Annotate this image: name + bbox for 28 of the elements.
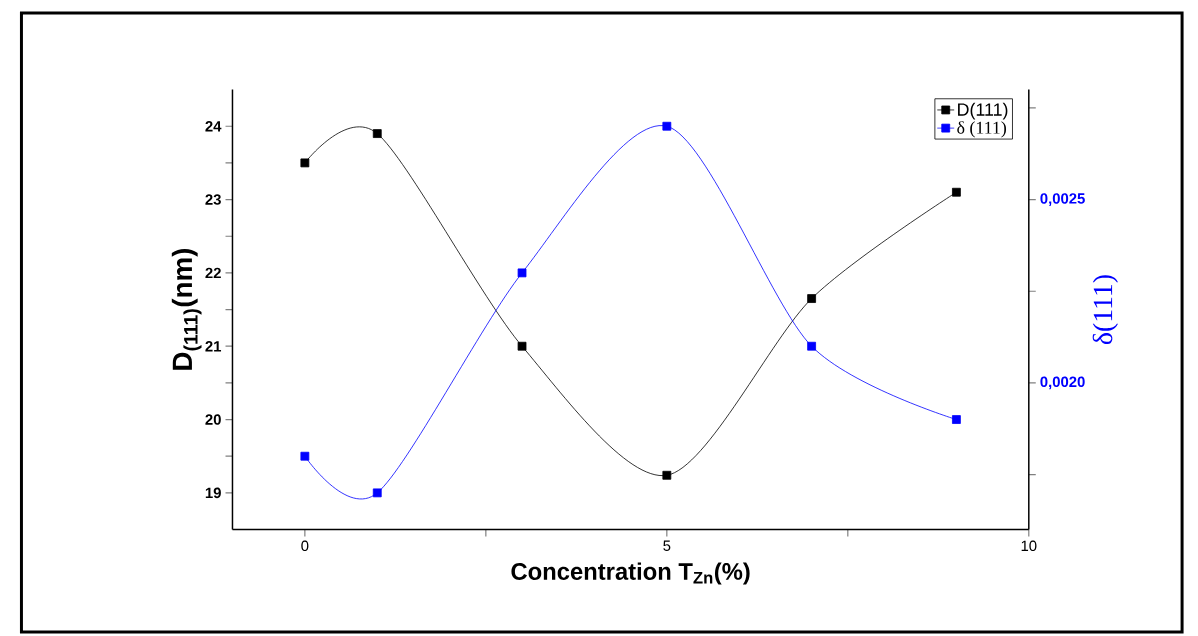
point [952,415,961,424]
point [952,187,961,197]
point [662,470,672,480]
point [300,451,310,461]
y2-tick-label: 0,0020 [1040,376,1085,390]
point [517,268,527,278]
x-tick-label: 10 [1021,540,1037,552]
point [300,158,310,168]
y2-axis-title: δ(111) [1092,275,1118,345]
point [662,121,672,131]
y-tick-label: 23 [205,194,221,205]
legend-label: δ (111) [957,121,1007,138]
y-tick-label: 24 [205,121,222,132]
y-axis-title: D$_{(111)}$(nm) [171,248,202,370]
x-tick-label: 5 [663,540,671,551]
y-tick-label: 19 [205,487,221,499]
x-tick-label: 0 [301,540,309,552]
point [807,341,816,351]
point [372,129,382,138]
point [807,294,816,303]
point [517,341,527,351]
point [372,488,382,498]
y-tick-label: 22 [205,267,221,279]
y2-tick-label: 0,0025 [1040,193,1085,206]
x-axis-title: Concentration T$_{Zn}$(%) [511,562,750,585]
y-tick-label: 20 [205,414,221,425]
y-tick-label: 21 [205,341,222,352]
legend-label: D(111) [958,102,1008,120]
